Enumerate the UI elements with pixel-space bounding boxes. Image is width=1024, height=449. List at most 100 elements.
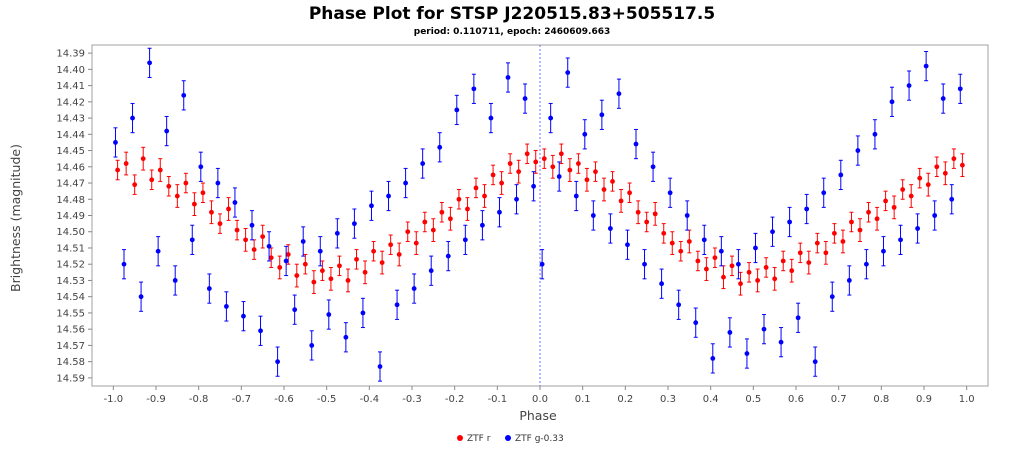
data-point <box>317 248 323 254</box>
data-point <box>113 140 118 145</box>
x-tick-label: 0.1 <box>575 394 591 405</box>
x-tick-label: 0.9 <box>916 394 932 405</box>
y-tick-label: 14.54 <box>56 292 85 303</box>
y-tick-label: 14.42 <box>56 97 85 108</box>
y-tick-label: 14.46 <box>56 162 85 173</box>
x-axis-label: Phase <box>519 408 557 423</box>
data-point <box>345 278 351 283</box>
data-point <box>369 203 374 209</box>
x-tick-label: -0.1 <box>488 394 508 405</box>
legend: ZTF r ZTF g-0.33 <box>457 434 564 444</box>
data-point <box>695 258 701 264</box>
series-ztf-r <box>115 143 965 296</box>
data-point <box>942 170 948 176</box>
data-point <box>360 310 366 316</box>
data-point <box>379 260 385 265</box>
data-point <box>736 261 741 267</box>
data-point <box>507 161 513 166</box>
legend-label-ztf-r: ZTF r <box>467 434 491 444</box>
data-point <box>727 330 733 335</box>
data-point <box>456 196 462 202</box>
data-point <box>857 227 863 233</box>
data-point <box>812 359 818 365</box>
x-tick-label: -0.4 <box>360 394 380 405</box>
data-point <box>565 70 571 76</box>
x-tick-label: -0.9 <box>146 394 166 405</box>
x-axis: -1.0 -0.9 -0.8 -0.7 -0.6 -0.5 -0.4 -0.3 -0.2 -0.1… <box>104 386 975 405</box>
data-point <box>949 196 955 202</box>
data-point <box>667 190 673 196</box>
data-point <box>864 261 869 267</box>
data-point <box>772 276 778 282</box>
data-point <box>258 328 263 334</box>
data-point <box>294 273 300 278</box>
data-point <box>132 182 138 188</box>
data-point <box>539 261 545 267</box>
data-point <box>676 302 682 308</box>
data-point <box>232 200 238 205</box>
data-point <box>633 141 639 147</box>
data-point <box>172 278 178 283</box>
data-point <box>189 237 195 243</box>
data-point <box>499 180 504 186</box>
y-tick-label: 14.59 <box>56 373 85 384</box>
data-point <box>616 91 622 97</box>
x-tick-label: -0.7 <box>232 394 252 405</box>
data-point <box>130 115 135 121</box>
data-point <box>838 172 844 178</box>
data-point <box>846 278 852 283</box>
x-tick-label: 0.6 <box>788 394 804 405</box>
x-tick-label: 1.0 <box>959 394 975 405</box>
data-point <box>821 190 827 196</box>
data-point <box>311 279 317 285</box>
data-point <box>522 96 528 101</box>
x-tick-label: 0.7 <box>831 394 847 405</box>
data-point <box>465 206 470 212</box>
data-point <box>403 180 408 186</box>
data-point <box>923 63 929 69</box>
data-point <box>430 227 436 233</box>
data-point <box>268 255 274 261</box>
data-point <box>115 167 120 173</box>
data-point <box>224 304 229 309</box>
data-point <box>795 315 801 321</box>
data-point <box>473 185 479 191</box>
y-axis: 14.39 14.40 14.41 14.42 14.43 14.44 14.45 14.46… <box>56 49 92 384</box>
data-point <box>328 276 334 282</box>
y-tick-label: 14.40 <box>56 65 85 76</box>
data-point <box>200 190 206 196</box>
data-point <box>840 239 846 244</box>
data-point <box>362 269 368 275</box>
data-point <box>343 334 349 340</box>
data-point <box>712 255 718 261</box>
data-point <box>420 161 426 166</box>
data-point <box>917 175 923 181</box>
data-point <box>533 159 539 165</box>
data-point <box>531 183 536 189</box>
data-point <box>326 312 332 317</box>
data-point <box>334 230 340 236</box>
data-point <box>243 237 249 243</box>
x-tick-label: -1.0 <box>104 394 124 405</box>
data-point <box>738 281 743 287</box>
data-point <box>226 206 231 212</box>
data-point <box>396 252 402 257</box>
data-point <box>209 209 214 215</box>
data-point <box>422 219 428 225</box>
x-tick-label: -0.6 <box>274 394 294 405</box>
data-point <box>439 209 445 215</box>
data-point <box>932 213 938 218</box>
data-point <box>514 196 519 202</box>
data-point <box>866 209 871 215</box>
y-tick-label: 14.58 <box>56 357 85 368</box>
series-layer <box>113 47 965 382</box>
data-point <box>147 60 153 66</box>
data-point <box>377 364 383 369</box>
data-point <box>915 226 920 231</box>
data-point <box>215 180 221 186</box>
data-point <box>558 151 564 157</box>
data-point <box>337 263 342 269</box>
data-point <box>814 240 820 246</box>
data-point <box>855 148 861 153</box>
data-point <box>174 193 180 199</box>
